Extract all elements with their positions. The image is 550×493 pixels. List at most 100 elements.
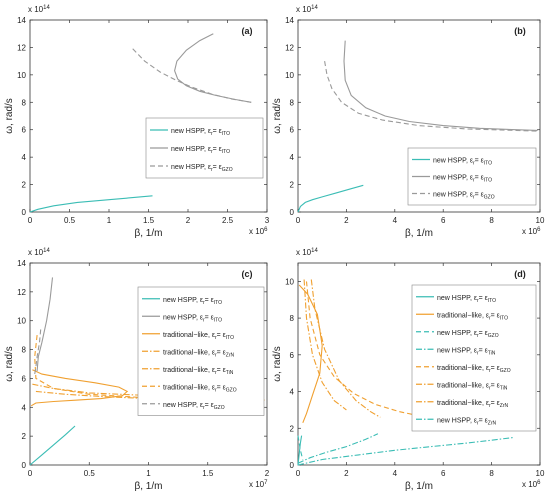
y-tick-label: 4 bbox=[22, 403, 27, 412]
legend-entry: new HSPP, εr= εITO bbox=[171, 146, 230, 155]
legend-entry: traditional−like, εr= εGZO bbox=[163, 384, 237, 393]
legend-entry-sub: ITO bbox=[214, 317, 222, 323]
plot-frame bbox=[29, 19, 268, 213]
series-line-3 bbox=[297, 435, 304, 460]
legend-entry: traditional−like, εr= εZrN bbox=[163, 349, 235, 358]
legend-entry-eq: = ε bbox=[205, 402, 214, 409]
legend-entry-sub: ITO bbox=[488, 298, 496, 304]
legend-entry: new HSPP, εr= εTiN bbox=[437, 347, 496, 356]
y-axis-label: ω, rad/s bbox=[272, 98, 283, 134]
y-tick-label: 8 bbox=[22, 98, 27, 107]
x-exponent-power: 6 bbox=[264, 227, 268, 233]
y-tick-label: 0 bbox=[290, 461, 295, 470]
legend-entry-sub: r bbox=[211, 167, 213, 173]
y-tick-label: 8 bbox=[290, 314, 295, 323]
legend-entry-sub: TiN bbox=[488, 350, 496, 356]
y-tick-label: 12 bbox=[17, 43, 26, 52]
y-tick-label: 8 bbox=[290, 98, 295, 107]
y-axis-label: ω, rad/s bbox=[272, 346, 283, 382]
series-line-2 bbox=[174, 33, 252, 103]
legend-entry-main: traditional−like, ε bbox=[163, 332, 215, 339]
y-tick-label: 0 bbox=[22, 208, 27, 217]
series-line-6 bbox=[310, 279, 381, 418]
legend-entry-main: traditional−like, ε bbox=[163, 367, 215, 374]
y-tick-label: 6 bbox=[22, 126, 27, 135]
x-tick-label: 0 bbox=[296, 469, 301, 478]
y-tick-label: 10 bbox=[285, 277, 294, 286]
legend-entry-eq: = ε bbox=[479, 347, 488, 354]
legend-entry-eq: = ε bbox=[479, 330, 488, 337]
series-line-3 bbox=[30, 369, 129, 407]
y-tick-label: 4 bbox=[22, 153, 27, 162]
legend-entry-main: traditional−like, ε bbox=[437, 365, 489, 372]
legend-entry-eq: = ε bbox=[217, 349, 226, 356]
legend-entry-main: new HSPP, ε bbox=[437, 347, 477, 354]
legend-entry-eq: = ε bbox=[475, 158, 484, 165]
x-tick-label: 0 bbox=[296, 216, 301, 225]
panel-label: (a) bbox=[242, 26, 253, 36]
legend-entry-eq: = ε bbox=[479, 295, 488, 302]
legend-entry-sub: r bbox=[473, 178, 475, 184]
series-line-2 bbox=[298, 284, 323, 424]
x-tick-label: 4 bbox=[393, 216, 398, 225]
x-tick-label: 10 bbox=[536, 469, 545, 478]
panel-2: 0 2 4 6 8 10 0 2 4 6 8 10 12 14 β, 1/m ω, rad/s x 1014 x … bbox=[272, 5, 545, 239]
legend-entry-sub: r bbox=[477, 350, 479, 356]
x-exponent-power: 6 bbox=[537, 480, 541, 486]
legend-entry-sub: r bbox=[215, 335, 217, 341]
legend-entry-eq: = ε bbox=[475, 192, 484, 199]
legend-entry-sub: r bbox=[211, 131, 213, 137]
y-tick-label: 12 bbox=[17, 288, 26, 297]
y-tick-label: 6 bbox=[290, 351, 295, 360]
legend-entry-sub: r bbox=[489, 385, 491, 391]
x-tick-label: 1.5 bbox=[202, 469, 214, 478]
legend-entry-main: new HSPP, ε bbox=[437, 295, 477, 302]
legend-entry-sub: ITO bbox=[484, 161, 492, 167]
x-tick-label: 3 bbox=[265, 216, 270, 225]
legend-entry-eq: = ε bbox=[213, 164, 222, 171]
legend-entry-sub: GZO bbox=[484, 195, 495, 201]
series-line-8 bbox=[297, 436, 514, 466]
panel-label: (c) bbox=[242, 269, 253, 279]
x-tick-label: 8 bbox=[489, 216, 494, 225]
legend-entry-eq: = ε bbox=[491, 365, 500, 372]
legend-entry-sub: r bbox=[203, 317, 205, 323]
legend-entry: new HSPP, εr= εITO bbox=[171, 128, 230, 137]
legend-entry-main: traditional−like, ε bbox=[437, 382, 489, 389]
x-axis-label: β, 1/m bbox=[135, 228, 163, 239]
x-axis-label: β, 1/m bbox=[135, 481, 163, 492]
legend-entry-sub: GZO bbox=[222, 167, 233, 173]
legend-entry-eq: = ε bbox=[491, 400, 500, 407]
legend-entry-sub: ITO bbox=[222, 149, 230, 155]
x-exponent-label: x 106 bbox=[522, 227, 541, 236]
legend-box bbox=[411, 284, 537, 432]
legend-entry-main: new HSPP, ε bbox=[171, 146, 211, 153]
x-tick-label: 0.5 bbox=[84, 469, 96, 478]
legend-entry-main: new HSPP, ε bbox=[433, 158, 473, 165]
legend-entry: new HSPP, εr= εITO bbox=[163, 297, 222, 306]
y-exponent-power: 14 bbox=[43, 248, 50, 254]
legend-entry: new HSPP, εr= εZrN bbox=[437, 417, 497, 426]
legend-entry: new HSPP, εr= εITO bbox=[433, 175, 492, 184]
legend-entry: new HSPP, εr= εGZO bbox=[437, 330, 499, 339]
series-line-2 bbox=[343, 40, 538, 131]
y-tick-label: 0 bbox=[290, 208, 295, 217]
legend-entry-eq: = ε bbox=[217, 367, 226, 374]
y-tick-label: 14 bbox=[17, 259, 26, 268]
x-exponent-label: x 106 bbox=[522, 480, 541, 489]
legend-entry-main: traditional−like, ε bbox=[163, 349, 215, 356]
x-tick-label: 1.5 bbox=[143, 216, 155, 225]
legend-entry-sub: r bbox=[477, 333, 479, 339]
legend-entry-eq: = ε bbox=[205, 314, 214, 321]
series-line-7 bbox=[303, 279, 347, 411]
y-exponent-label: x 1014 bbox=[28, 248, 50, 257]
y-exponent-label: x 1014 bbox=[28, 5, 50, 14]
y-tick-label: 2 bbox=[290, 424, 295, 433]
legend-entry-main: traditional−like, ε bbox=[437, 400, 489, 407]
legend-entry-eq: = ε bbox=[213, 128, 222, 135]
